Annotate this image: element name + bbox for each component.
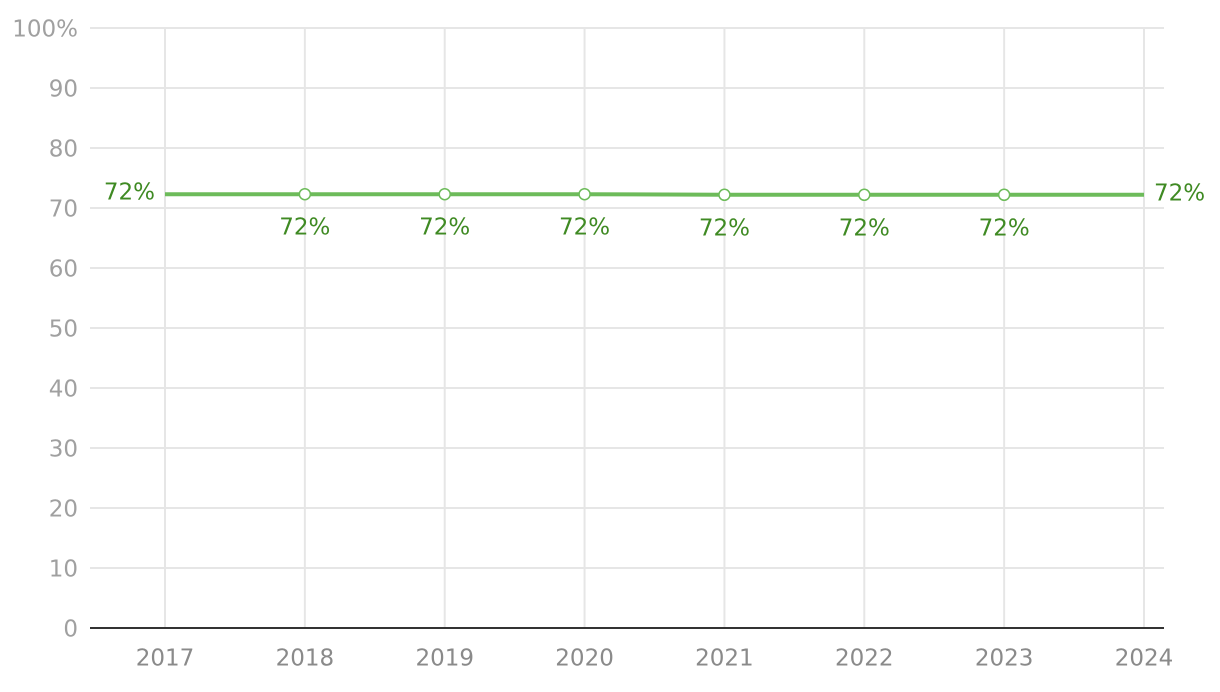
y-tick-label: 10 <box>49 557 78 583</box>
x-tick-label: 2024 <box>1115 646 1174 672</box>
data-point <box>997 188 1011 202</box>
data-point <box>718 188 731 202</box>
y-tick-label: 60 <box>49 257 78 283</box>
value-label: 72% <box>279 215 330 241</box>
y-tick-label: 80 <box>49 137 78 163</box>
x-tick-label: 2020 <box>555 646 614 672</box>
x-tick-label: 2019 <box>415 646 474 672</box>
data-point <box>438 187 451 201</box>
y-tick-label: 50 <box>49 317 78 343</box>
x-tick-label: 2023 <box>975 646 1034 672</box>
data-point <box>578 187 591 201</box>
y-tick-label: 100% <box>12 17 78 43</box>
y-tick-label: 40 <box>49 377 78 403</box>
y-tick-label: 0 <box>63 617 78 643</box>
value-label: 72% <box>559 215 610 241</box>
value-label: 72% <box>419 215 470 241</box>
x-tick-label: 2021 <box>695 646 754 672</box>
y-tick-label: 30 <box>49 437 78 463</box>
value-label: 72% <box>1154 180 1205 206</box>
x-tick-label: 2018 <box>276 646 335 672</box>
data-line <box>165 192 1144 197</box>
data-point <box>298 187 312 201</box>
x-tick-label: 2022 <box>835 646 894 672</box>
value-label: 72% <box>979 215 1030 241</box>
data-point <box>858 188 871 202</box>
value-label: 72% <box>699 215 750 241</box>
x-tick-label: 2017 <box>136 646 195 672</box>
y-tick-label: 20 <box>49 497 78 523</box>
value-label: 72% <box>104 180 155 206</box>
y-tick-label: 70 <box>49 197 78 223</box>
value-label: 72% <box>839 215 890 241</box>
y-tick-label: 90 <box>49 77 78 103</box>
